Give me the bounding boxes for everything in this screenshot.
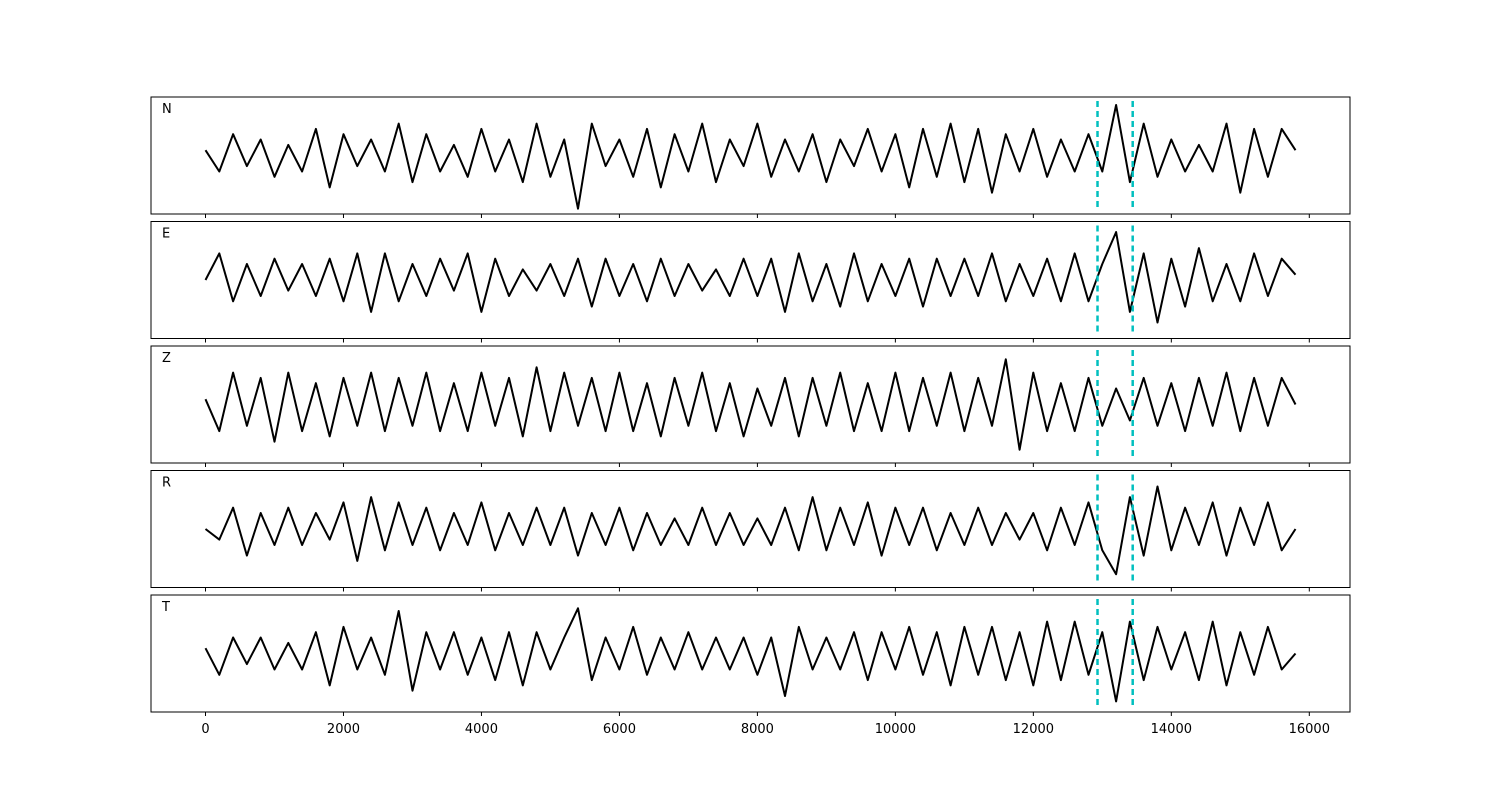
x-tick-label: 4000 xyxy=(465,722,498,737)
x-tick-label: 12000 xyxy=(1013,722,1054,737)
x-tick-label: 10000 xyxy=(875,722,916,737)
panel-frame xyxy=(150,345,1351,464)
x-tick-label: 6000 xyxy=(603,722,636,737)
trace xyxy=(204,358,1297,451)
panel-label: N xyxy=(162,102,172,117)
x-tick-label: 2000 xyxy=(327,722,360,737)
panel-label: T xyxy=(161,600,170,615)
panel-label: R xyxy=(162,476,171,491)
x-tick-label: 16000 xyxy=(1289,722,1330,737)
x-tick-label: 0 xyxy=(201,722,209,737)
trace xyxy=(204,231,1297,324)
panel-frame xyxy=(150,470,1351,588)
panel-frame xyxy=(150,96,1351,215)
panel-label: Z xyxy=(162,351,171,366)
trace xyxy=(204,104,1297,210)
x-tick-label: 14000 xyxy=(1151,722,1192,737)
panel-label: E xyxy=(162,227,170,242)
x-tick-label: 8000 xyxy=(741,722,774,737)
trace xyxy=(204,485,1297,576)
trace xyxy=(204,607,1297,703)
